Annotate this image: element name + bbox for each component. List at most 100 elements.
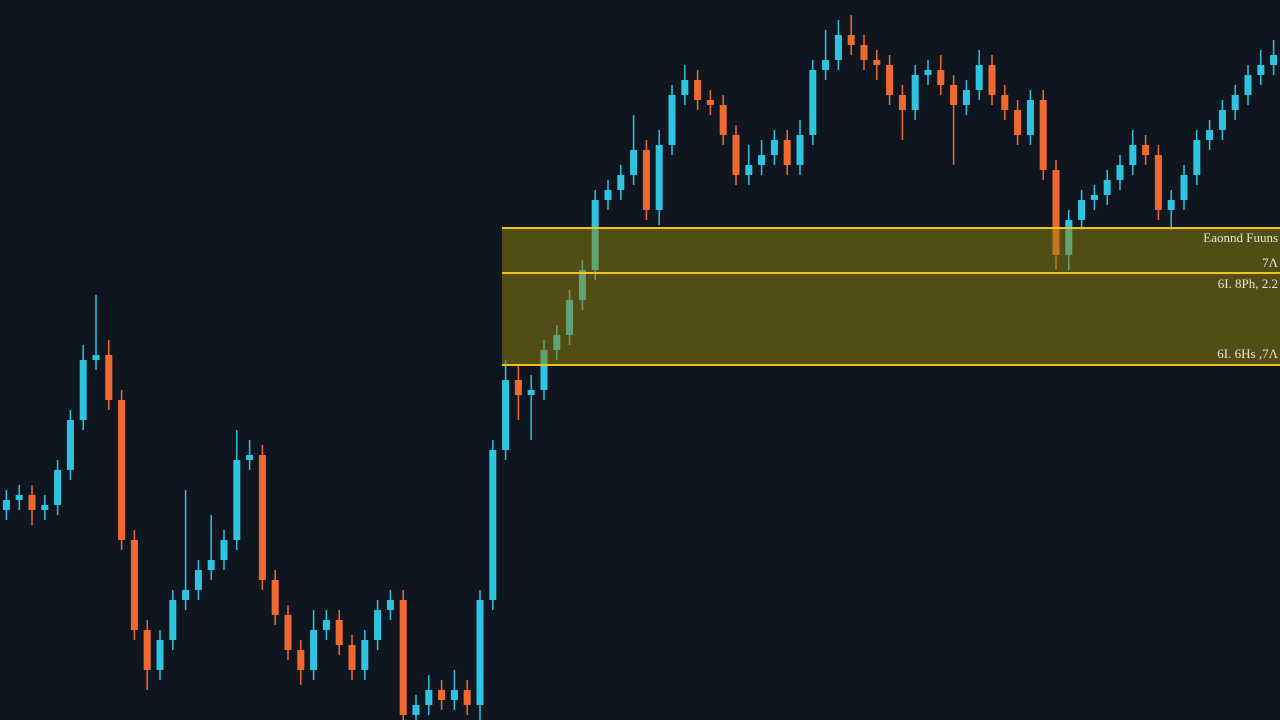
candle-body: [514, 380, 522, 395]
candle-body: [1270, 55, 1278, 65]
candle-body: [220, 540, 228, 560]
candle-body: [668, 95, 676, 145]
candle-body: [1142, 145, 1150, 155]
candle-body: [1206, 130, 1214, 140]
candle-body: [988, 65, 996, 95]
annotation: Eaonnd Fuuns: [1203, 230, 1278, 245]
candle-body: [92, 355, 100, 360]
candle-body: [1039, 100, 1047, 170]
candle-body: [169, 600, 177, 640]
candle-body: [540, 350, 548, 390]
candle-body: [310, 630, 318, 670]
candle-body: [489, 450, 497, 600]
candle-body: [463, 690, 471, 705]
candle-body: [962, 90, 970, 105]
candle-body: [143, 630, 151, 670]
candle-body: [412, 705, 420, 715]
candle-body: [41, 505, 49, 510]
candle-body: [118, 400, 126, 540]
candle-body: [745, 165, 753, 175]
candle-body: [732, 135, 740, 175]
candle-body: [1116, 165, 1124, 180]
candle-body: [361, 640, 369, 670]
candle-body: [655, 145, 663, 210]
candle-body: [630, 150, 638, 175]
candle-body: [783, 140, 791, 165]
candle-body: [438, 690, 446, 700]
candle-body: [950, 85, 958, 105]
candle-body: [937, 70, 945, 85]
candle-body: [66, 420, 74, 470]
candle-body: [642, 150, 650, 210]
candle-body: [527, 390, 535, 395]
candle-body: [1244, 75, 1252, 95]
candle-body: [834, 35, 842, 60]
candle-body: [1014, 110, 1022, 135]
candle-body: [502, 380, 510, 450]
annotation: 6Ι. 6Ηs ,7Λ: [1217, 346, 1278, 361]
candle-body: [1154, 155, 1162, 210]
candle-body: [1078, 200, 1086, 220]
candle-body: [258, 455, 266, 580]
candle-body: [476, 600, 484, 705]
candle-body: [271, 580, 279, 615]
candle-body: [1129, 145, 1137, 165]
candle-body: [105, 355, 113, 400]
candle-body: [975, 65, 983, 90]
candle-body: [1052, 170, 1060, 255]
candle-body: [604, 190, 612, 200]
candle-body: [860, 45, 868, 60]
candle-body: [425, 690, 433, 705]
candle-body: [847, 35, 855, 45]
candle-body: [1026, 100, 1034, 135]
candle-body: [1218, 110, 1226, 130]
candle-body: [822, 60, 830, 70]
candle-body: [54, 470, 62, 505]
candle-body: [1193, 140, 1201, 175]
candle-body: [758, 155, 766, 165]
candle-body: [297, 650, 305, 670]
candle-body: [809, 70, 817, 135]
candle-body: [911, 75, 919, 110]
candle-body: [770, 140, 778, 155]
candle-body: [796, 135, 804, 165]
candle-body: [156, 640, 164, 670]
candle-body: [898, 95, 906, 110]
candle-body: [450, 690, 458, 700]
candle-body: [1103, 180, 1111, 195]
candle-body: [886, 65, 894, 95]
candle-body: [246, 455, 254, 460]
candle-body: [1167, 200, 1175, 210]
candle-body: [1257, 65, 1265, 75]
zone-fill: [502, 228, 1280, 365]
candle-body: [233, 460, 241, 540]
candle-body: [28, 495, 36, 510]
candle-body: [2, 500, 10, 510]
candle-body: [194, 570, 202, 590]
candle-body: [79, 360, 87, 420]
candle-body: [1001, 95, 1009, 110]
candle-body: [130, 540, 138, 630]
candle-body: [348, 645, 356, 670]
candle-body: [694, 80, 702, 100]
annotation: 7Λ: [1262, 255, 1279, 270]
annotation: 6Ι. 8Ρh, 2.2: [1218, 276, 1278, 291]
candle-body: [873, 60, 881, 65]
candle-body: [182, 590, 190, 600]
candle-body: [924, 70, 932, 75]
candle-body: [15, 495, 23, 500]
candle-body: [399, 600, 407, 715]
candle-body: [681, 80, 689, 95]
candle-body: [335, 620, 343, 645]
candle-body: [207, 560, 215, 570]
candle-body: [719, 105, 727, 135]
candle-body: [374, 610, 382, 640]
candle-body: [706, 100, 714, 105]
candle-body: [1231, 95, 1239, 110]
candle-body: [617, 175, 625, 190]
candle-body: [1090, 195, 1098, 200]
candle-body: [386, 600, 394, 610]
candle-body: [284, 615, 292, 650]
